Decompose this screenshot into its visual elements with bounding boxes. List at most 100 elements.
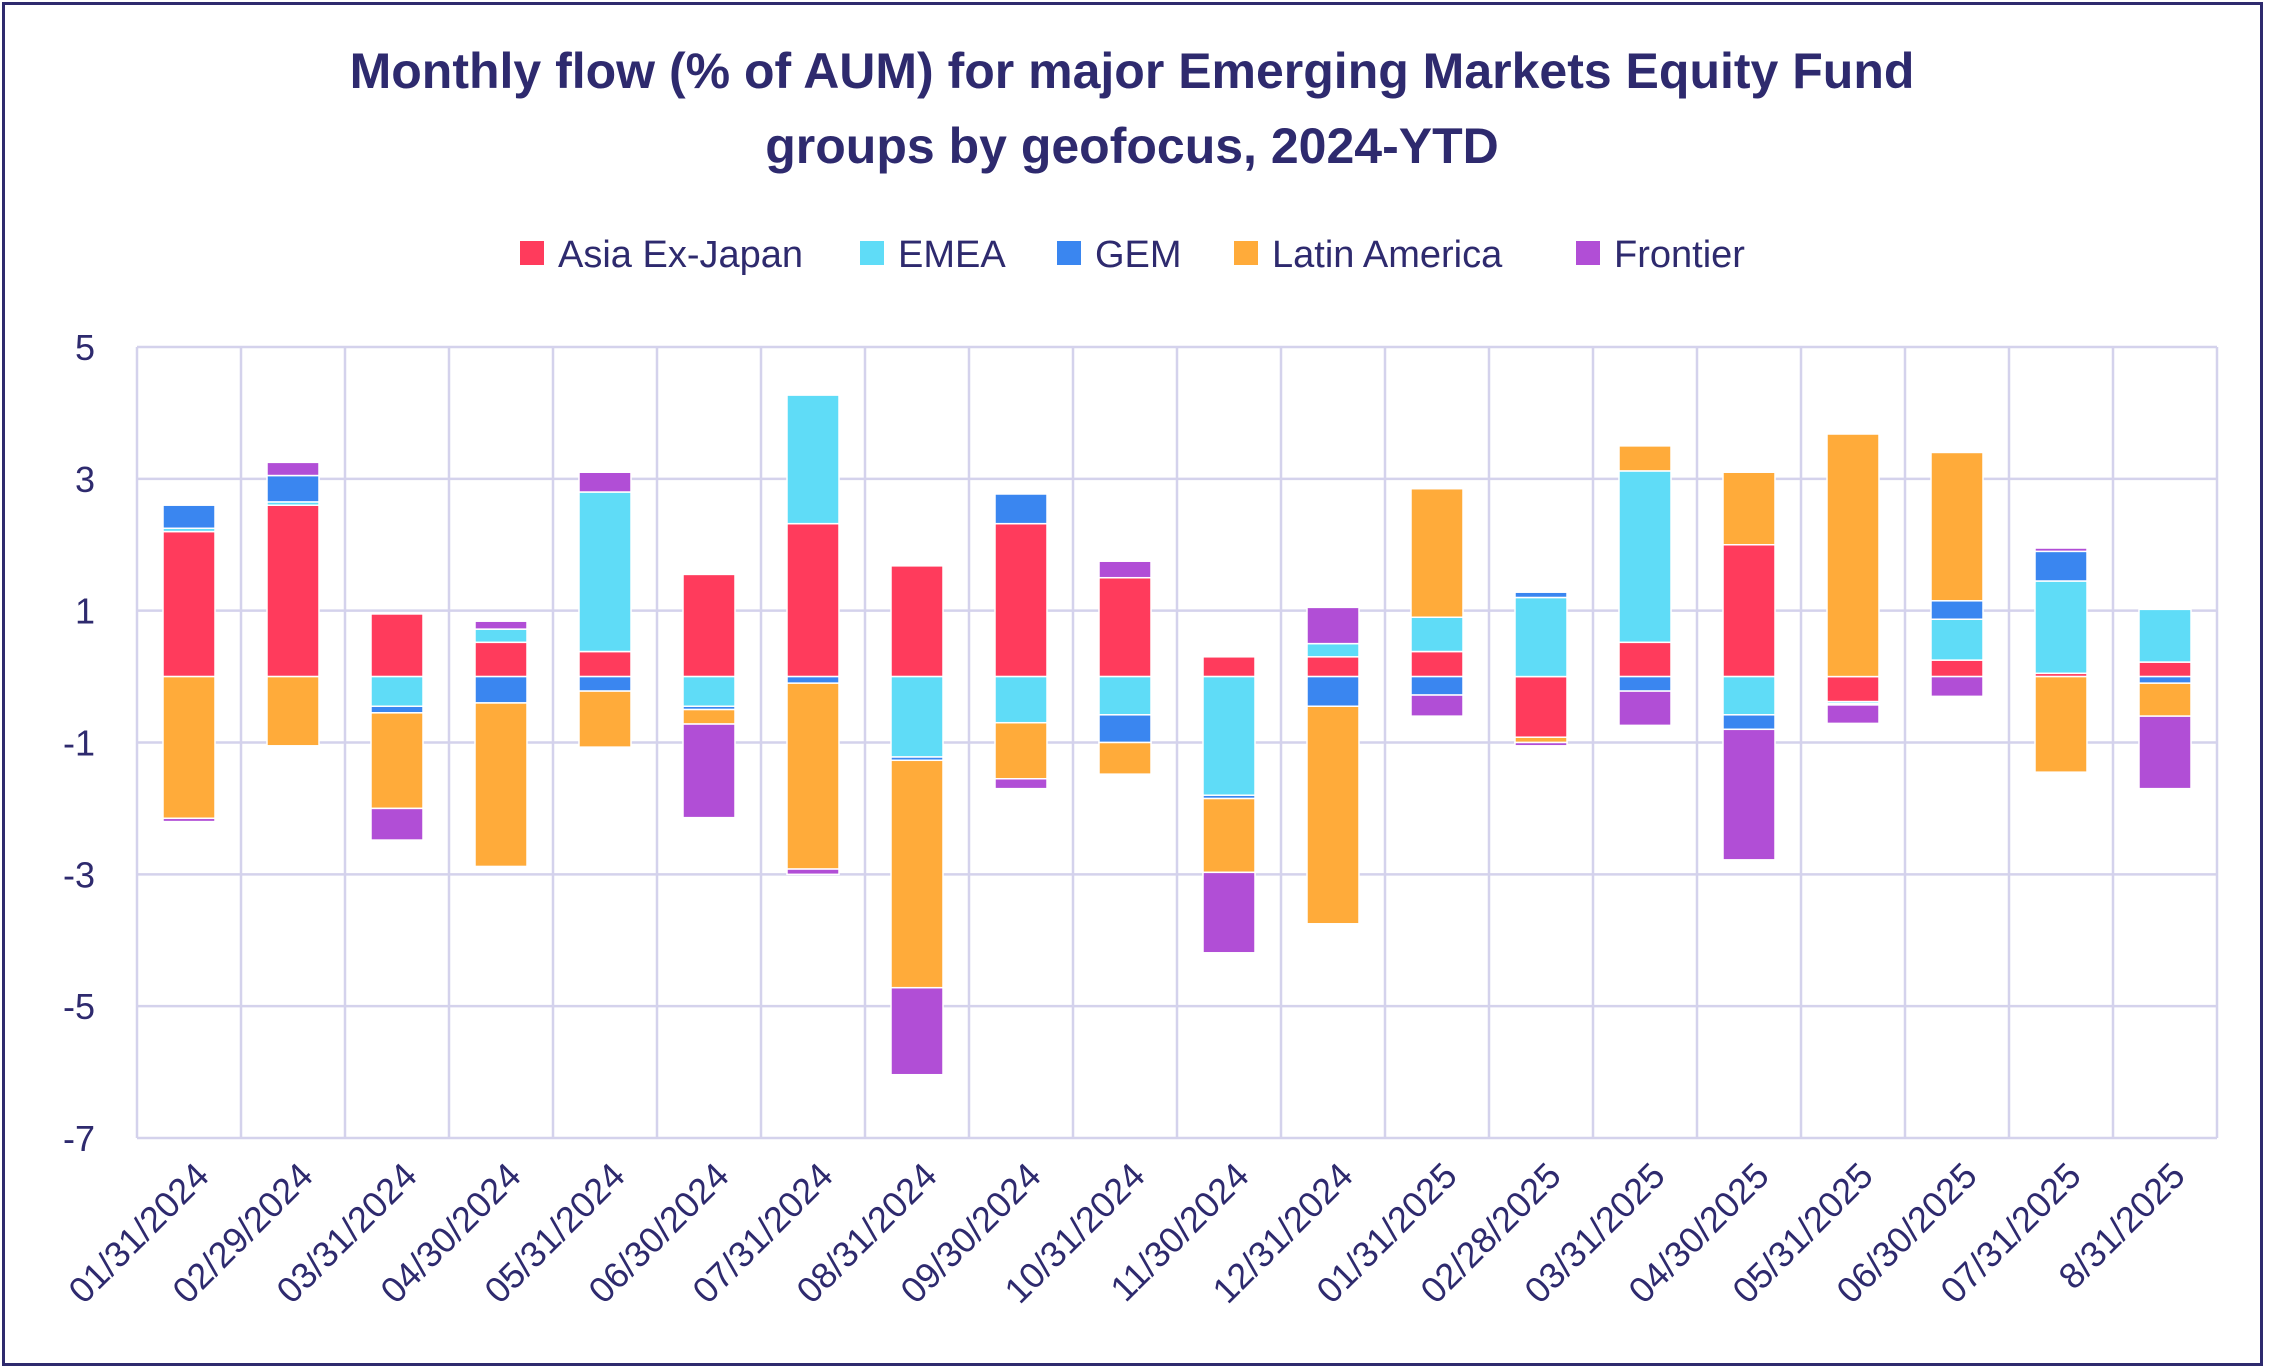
y-tick-label: -5 <box>63 986 95 1027</box>
bar-emea-8 <box>994 675 1048 724</box>
bar-latin-america-15 <box>1722 471 1776 546</box>
bar-gem-18 <box>2034 550 2088 582</box>
bar-emea-11 <box>1306 642 1360 658</box>
bar-gem-13 <box>1514 591 1568 599</box>
bar-asia-ex-japan-1 <box>266 504 320 678</box>
bar-frontier-13 <box>1514 741 1568 747</box>
bar-frontier-15 <box>1722 728 1776 861</box>
bar-asia-ex-japan-19 <box>2138 661 2192 678</box>
bar-latin-america-0 <box>162 675 216 820</box>
legend-swatch <box>1057 241 1081 265</box>
bar-asia-ex-japan-12 <box>1410 650 1464 678</box>
legend-label: EMEA <box>898 234 1006 276</box>
bar-asia-ex-japan-9 <box>1098 576 1152 678</box>
bar-asia-ex-japan-11 <box>1306 656 1360 678</box>
bar-emea-5 <box>682 675 736 707</box>
bar-gem-8 <box>994 493 1048 525</box>
legend-item-gem: GEM <box>1057 234 1182 276</box>
y-tick-label: -3 <box>63 854 95 895</box>
bar-frontier-6 <box>786 868 840 876</box>
bar-frontier-10 <box>1202 871 1256 954</box>
legend-label: Frontier <box>1614 234 1745 276</box>
bar-frontier-1 <box>266 461 320 477</box>
x-axis-ticks: 01/31/202402/29/202403/31/202404/30/2024… <box>60 1155 2192 1311</box>
gridlines <box>135 345 2219 1140</box>
y-tick-label: -1 <box>63 723 95 764</box>
bar-emea-18 <box>2034 580 2088 675</box>
bar-frontier-12 <box>1410 694 1464 717</box>
bar-emea-14 <box>1618 470 1672 644</box>
bar-frontier-5 <box>682 723 736 819</box>
bar-frontier-19 <box>2138 715 2192 790</box>
y-tick-label: -7 <box>63 1118 95 1159</box>
bar-gem-14 <box>1618 675 1672 692</box>
y-axis-ticks: 5 3 1 -1 -3 -5 -7 <box>63 327 95 1159</box>
bar-asia-ex-japan-4 <box>578 650 632 678</box>
bar-frontier-18 <box>2034 547 2088 553</box>
chart-title: Monthly flow (% of AUM) for major Emergi… <box>350 43 1915 174</box>
bar-frontier-2 <box>370 807 424 841</box>
bar-emea-7 <box>890 675 944 758</box>
bar-latin-america-6 <box>786 682 840 870</box>
bar-gem-12 <box>1410 675 1464 696</box>
bar-asia-ex-japan-16 <box>1826 675 1880 703</box>
bar-latin-america-9 <box>1098 741 1152 775</box>
bar-emea-2 <box>370 675 424 707</box>
legend-item-frontier: Frontier <box>1576 234 1745 276</box>
bar-frontier-8 <box>994 778 1048 790</box>
bar-frontier-0 <box>162 817 216 823</box>
bar-frontier-9 <box>1098 560 1152 579</box>
bar-latin-america-3 <box>474 702 528 868</box>
bar-gem-4 <box>578 675 632 692</box>
bar-emea-9 <box>1098 675 1152 716</box>
bar-frontier-17 <box>1930 675 1984 698</box>
bar-frontier-16 <box>1826 704 1880 725</box>
bar-emea-10 <box>1202 675 1256 796</box>
bar-gem-0 <box>162 504 216 530</box>
bar-gem-9 <box>1098 714 1152 744</box>
bar-asia-ex-japan-8 <box>994 522 1048 678</box>
bar-asia-ex-japan-7 <box>890 565 944 678</box>
bar-frontier-11 <box>1306 606 1360 645</box>
bar-latin-america-2 <box>370 712 424 810</box>
legend-item-asia-ex-japan: Asia Ex-Japan <box>520 234 803 276</box>
bar-latin-america-17 <box>1930 451 1984 602</box>
bar-latin-america-14 <box>1618 445 1672 472</box>
bar-asia-ex-japan-14 <box>1618 641 1672 678</box>
bar-asia-ex-japan-5 <box>682 573 736 678</box>
bar-latin-america-8 <box>994 721 1048 780</box>
legend-swatch <box>860 241 884 265</box>
bar-emea-4 <box>578 491 632 653</box>
bar-emea-6 <box>786 394 840 525</box>
bar-emea-15 <box>1722 675 1776 716</box>
bar-gem-11 <box>1306 675 1360 707</box>
legend-swatch <box>1234 241 1258 265</box>
bar-asia-ex-japan-6 <box>786 522 840 678</box>
bar-emea-17 <box>1930 618 1984 661</box>
bar-latin-america-4 <box>578 690 632 748</box>
bar-gem-2 <box>370 705 424 714</box>
bar-asia-ex-japan-13 <box>1514 675 1568 738</box>
bar-latin-america-11 <box>1306 705 1360 925</box>
y-tick-label: 1 <box>75 591 95 632</box>
legend-item-emea: EMEA <box>860 234 1006 276</box>
chart-title-line-1: Monthly flow (% of AUM) for major Emergi… <box>350 43 1915 99</box>
legend-swatch <box>1576 241 1600 265</box>
legend-label: Asia Ex-Japan <box>558 234 803 276</box>
bar-frontier-4 <box>578 471 632 493</box>
bar-gem-17 <box>1930 600 1984 620</box>
bar-latin-america-13 <box>1514 736 1568 744</box>
bar-frontier-7 <box>890 986 944 1076</box>
bar-emea-12 <box>1410 616 1464 653</box>
bar-gem-3 <box>474 675 528 704</box>
bar-latin-america-19 <box>2138 682 2192 717</box>
bar-frontier-3 <box>474 620 528 630</box>
bar-gem-6 <box>786 675 840 684</box>
bar-emea-19 <box>2138 608 2192 663</box>
bar-gem-1 <box>266 474 320 503</box>
bar-asia-ex-japan-10 <box>1202 656 1256 678</box>
bar-latin-america-16 <box>1826 433 1880 678</box>
bar-frontier-14 <box>1618 690 1672 727</box>
legend-swatch <box>520 241 544 265</box>
